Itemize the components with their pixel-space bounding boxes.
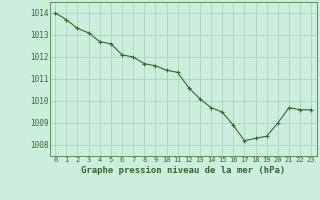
- X-axis label: Graphe pression niveau de la mer (hPa): Graphe pression niveau de la mer (hPa): [81, 166, 285, 175]
